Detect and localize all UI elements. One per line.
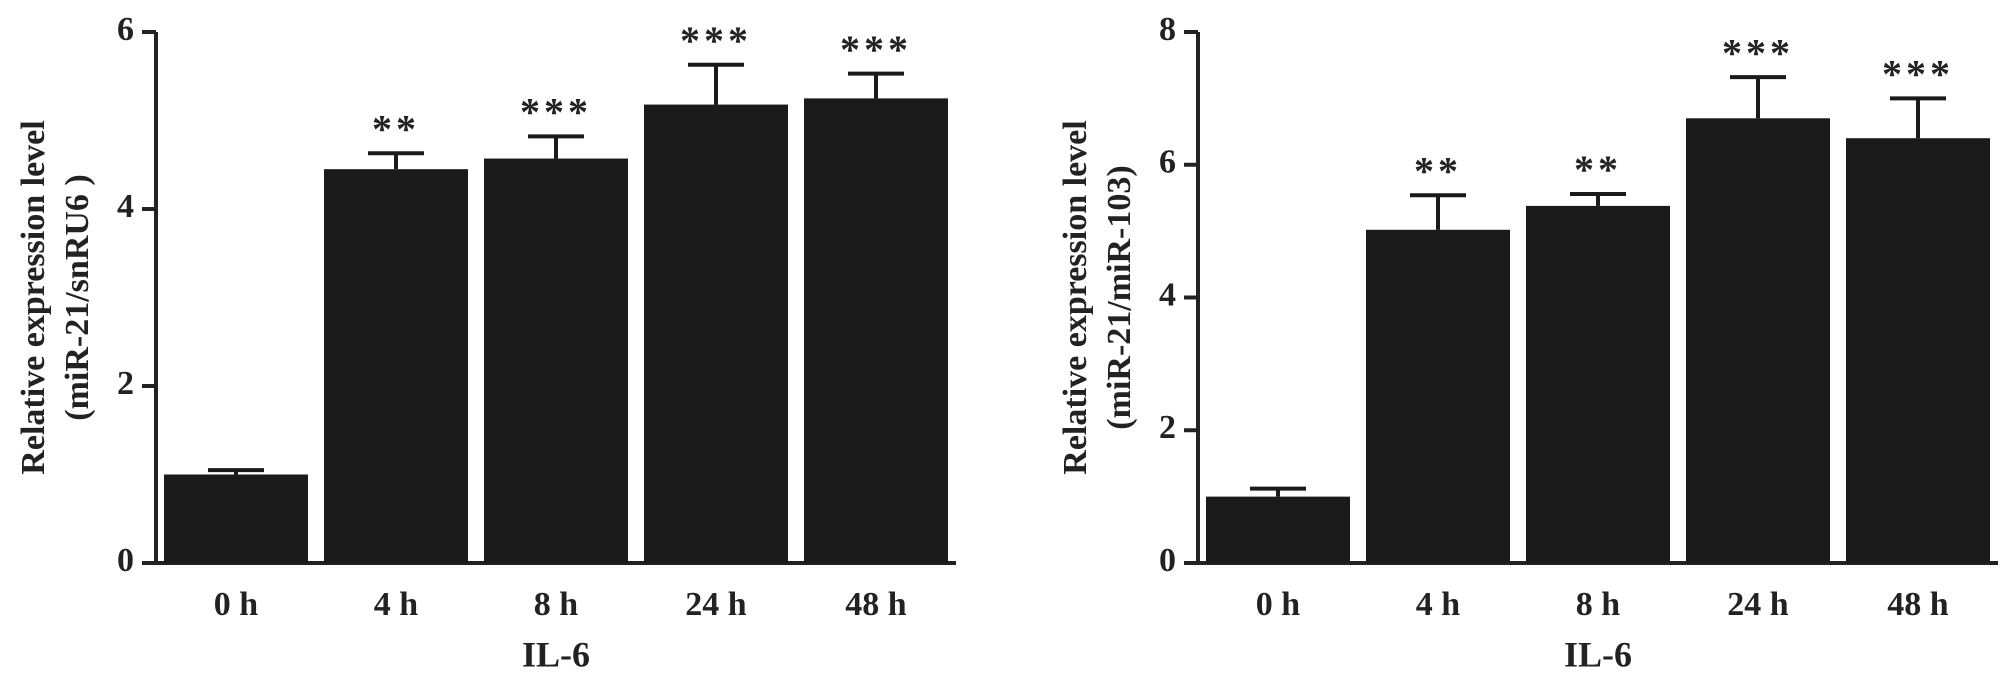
chart: 0 2 4 6 Relative expression level (miR-21/snR… — [15, 11, 956, 674]
significance: ** — [1414, 148, 1462, 193]
y-axis-label: Relative expression level — [15, 120, 52, 474]
y-tick-label: 0 — [117, 542, 134, 579]
significance: *** — [1722, 30, 1794, 75]
y-axis-label: (miR-21/snRU6 ) — [59, 174, 96, 420]
bar — [1206, 496, 1350, 563]
y-tick-label: 0 — [1159, 542, 1176, 579]
x-tick-label: 24 h — [1727, 586, 1789, 623]
bar — [804, 98, 948, 563]
bar — [484, 158, 628, 563]
significance: *** — [840, 27, 912, 72]
y-tick-label: 6 — [117, 11, 134, 48]
significance: *** — [1882, 52, 1954, 97]
x-tick-label: 48 h — [845, 586, 907, 623]
bar — [324, 169, 468, 564]
bar — [1366, 229, 1510, 564]
x-tick-label: 4 h — [1416, 586, 1461, 623]
x-tick-label: 24 h — [685, 586, 747, 623]
y-tick-label: 2 — [1159, 409, 1176, 446]
bar — [1686, 118, 1830, 563]
x-tick-label: 8 h — [1576, 586, 1621, 623]
y-tick-label: 4 — [117, 188, 134, 225]
bar — [644, 104, 788, 563]
x-tick-label: 48 h — [1887, 586, 1949, 623]
x-tick-label: 0 h — [214, 586, 259, 623]
y-tick-label: 2 — [117, 365, 134, 402]
significance: ** — [372, 106, 420, 151]
chart: 0 2 4 6 8 Relative expression level (miR-21/mi… — [1057, 11, 1998, 674]
bar — [1846, 138, 1990, 563]
bar — [164, 474, 308, 563]
y-tick-label: 4 — [1159, 276, 1176, 313]
significance: ** — [1574, 147, 1622, 192]
significance: *** — [680, 18, 752, 63]
y-axis-label: (miR-21/miR-103) — [1101, 165, 1138, 429]
y-tick-label: 6 — [1159, 144, 1176, 181]
x-axis-label: IL-6 — [1564, 634, 1632, 674]
y-axis-label: Relative expression level — [1057, 120, 1094, 474]
significance: *** — [520, 90, 592, 135]
x-tick-label: 8 h — [534, 586, 579, 623]
x-tick-label: 4 h — [374, 586, 419, 623]
bar — [1526, 205, 1670, 563]
x-tick-label: 0 h — [1256, 586, 1301, 623]
x-axis-label: IL-6 — [522, 634, 590, 674]
y-tick-label: 8 — [1159, 11, 1176, 48]
